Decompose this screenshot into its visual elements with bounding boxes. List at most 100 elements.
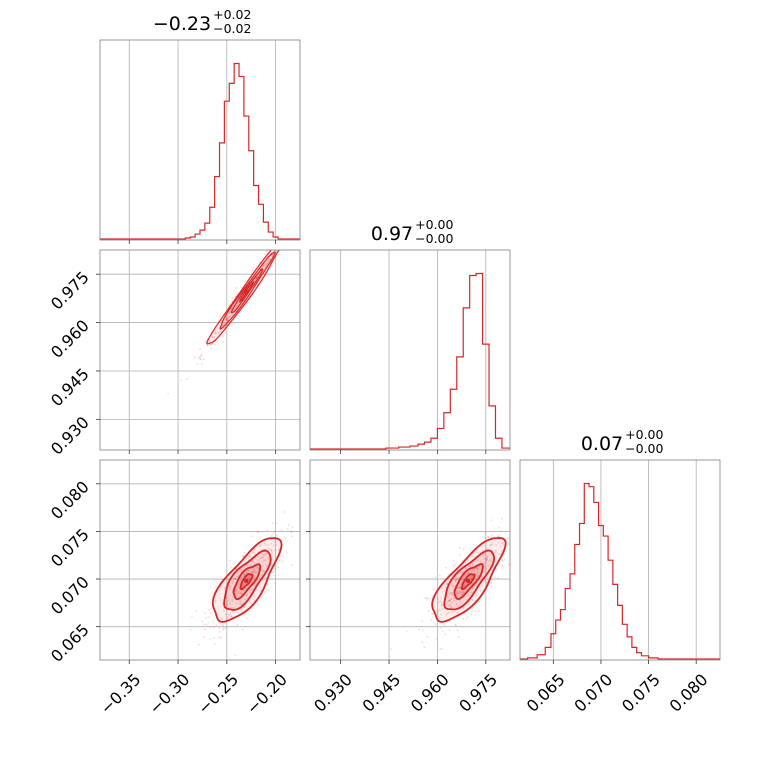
- sample-point: [230, 314, 233, 317]
- sample-point: [265, 250, 268, 253]
- marginal-title-lower-error: −0.02: [213, 21, 251, 36]
- sample-point: [485, 557, 488, 559]
- sample-point: [501, 567, 504, 570]
- sample-point: [266, 260, 269, 263]
- sample-point: [255, 565, 258, 568]
- sample-point: [421, 620, 424, 623]
- y-tick-label: 0.945: [47, 364, 93, 410]
- sample-point: [196, 363, 199, 365]
- sample-point: [204, 628, 207, 631]
- sample-point: [261, 571, 264, 574]
- sample-point: [449, 599, 451, 602]
- sample-point: [494, 551, 497, 554]
- sample-point: [241, 628, 244, 631]
- sample-point: [265, 564, 268, 567]
- marginal-title-1: 0.97 +0.00−0.00: [371, 217, 454, 246]
- sample-point: [270, 542, 273, 545]
- sample-point: [465, 617, 467, 620]
- sample-point: [247, 577, 250, 580]
- sample-point: [264, 553, 267, 555]
- sample-point: [278, 240, 280, 242]
- sample-point: [462, 607, 465, 609]
- sample-point: [253, 551, 256, 553]
- sample-point: [257, 567, 260, 569]
- sample-point: [293, 228, 295, 230]
- sample-point: [468, 595, 470, 597]
- sample-point: [452, 585, 454, 588]
- sample-point: [266, 262, 269, 265]
- sample-point: [446, 602, 448, 605]
- sample-point: [458, 586, 461, 589]
- sample-point: [236, 571, 239, 574]
- sample-point: [236, 575, 239, 578]
- x-tick-label: −0.20: [243, 670, 291, 718]
- sample-point: [229, 559, 231, 562]
- sample-point: [440, 602, 443, 604]
- sample-point: [450, 593, 453, 596]
- sample-point: [253, 548, 256, 551]
- sample-point: [480, 589, 482, 592]
- sample-point: [249, 563, 252, 566]
- sample-point: [272, 522, 275, 525]
- sample-point: [263, 559, 265, 562]
- panel-2-0: [96, 459, 301, 664]
- sample-point: [473, 568, 476, 571]
- sample-point: [284, 244, 286, 246]
- sample-point: [434, 576, 437, 578]
- histogram-2: [520, 482, 720, 660]
- sample-point: [231, 321, 234, 324]
- sample-point: [449, 591, 452, 594]
- y-tick-label: 0.930: [47, 413, 93, 459]
- sample-point: [483, 565, 486, 568]
- sample-point: [273, 582, 276, 585]
- sample-point: [242, 589, 244, 592]
- sample-point: [225, 318, 228, 321]
- y-tick-label: 0.065: [47, 620, 93, 666]
- sample-point: [441, 603, 443, 606]
- sample-point: [265, 552, 268, 554]
- sample-point: [444, 589, 447, 592]
- sample-point: [498, 526, 501, 529]
- sample-point: [225, 596, 228, 599]
- sample-point: [497, 535, 500, 538]
- sample-point: [239, 569, 242, 572]
- sample-point: [476, 567, 479, 570]
- sample-point: [242, 574, 245, 576]
- sample-point: [228, 315, 231, 318]
- marginal-title-upper-error: +0.00: [625, 427, 663, 442]
- sample-point: [213, 643, 216, 645]
- sample-point: [477, 600, 480, 603]
- sample-point: [264, 559, 267, 562]
- sample-point: [270, 251, 273, 254]
- sample-point: [290, 563, 293, 566]
- sample-point: [485, 557, 488, 560]
- sample-point: [209, 637, 211, 640]
- histogram-1: [310, 272, 510, 450]
- sample-point: [281, 241, 283, 243]
- sample-point: [500, 549, 503, 552]
- sample-point: [490, 581, 493, 584]
- sample-point: [451, 601, 454, 604]
- sample-point: [485, 556, 488, 559]
- sample-point: [507, 537, 510, 539]
- sample-point: [209, 612, 212, 615]
- sample-point: [442, 608, 444, 610]
- sample-point: [483, 571, 485, 573]
- sample-point: [223, 587, 226, 590]
- sample-point: [478, 565, 481, 568]
- sample-point: [214, 599, 217, 602]
- sample-point: [471, 586, 474, 589]
- sample-point: [447, 612, 450, 615]
- sample-point: [454, 580, 457, 583]
- sample-point: [490, 534, 493, 537]
- sample-point: [243, 572, 245, 575]
- sample-point: [255, 276, 258, 279]
- sample-point: [446, 612, 448, 615]
- sample-point: [231, 581, 234, 583]
- sample-point: [268, 258, 270, 261]
- sample-point: [210, 347, 213, 350]
- sample-point: [253, 569, 256, 572]
- sample-point: [490, 543, 493, 546]
- sample-point: [227, 616, 230, 618]
- sample-point: [253, 584, 256, 587]
